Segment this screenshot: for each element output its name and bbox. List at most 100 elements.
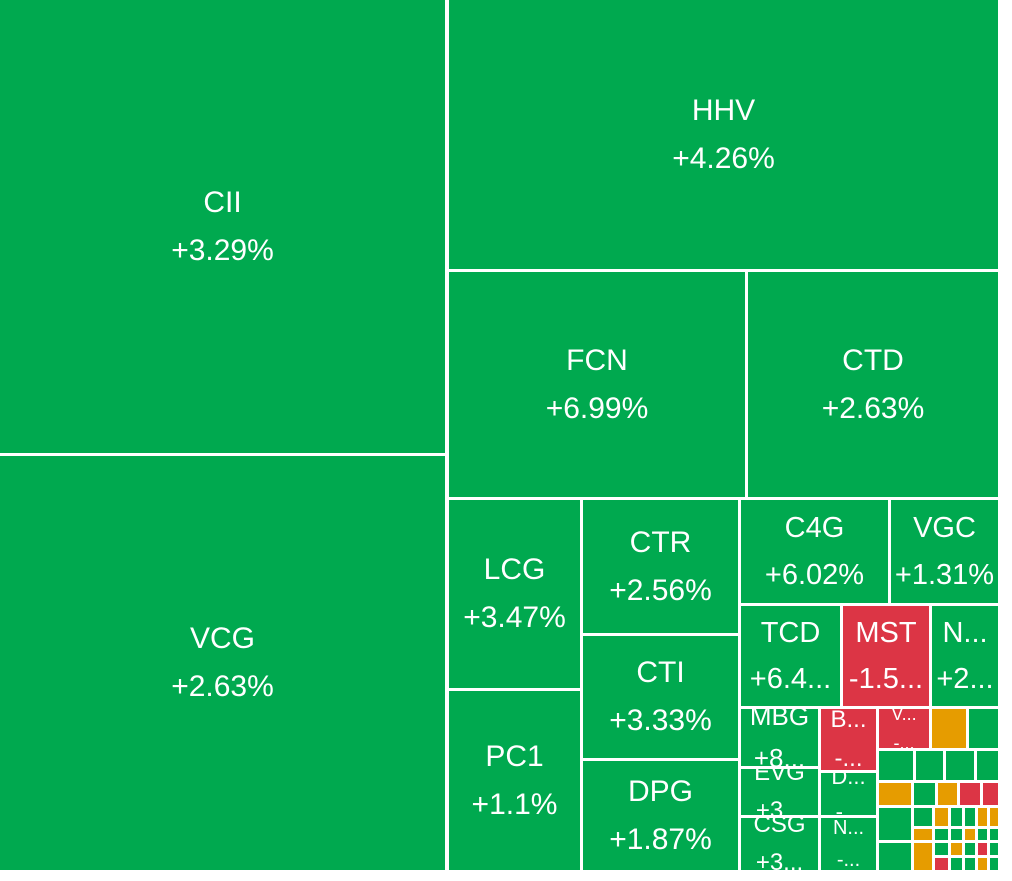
tile-name: MBG: [749, 709, 810, 731]
tile: CTI +3.33%: [583, 636, 738, 758]
tile-name: FCN: [566, 343, 628, 377]
tile-name: CTD: [842, 343, 904, 377]
small-tile: [879, 751, 913, 780]
small-tile: [938, 783, 957, 805]
tile-change: +6.02%: [764, 558, 865, 591]
small-tile: [932, 709, 966, 748]
small-tile: [990, 808, 998, 826]
tile-name: VGC: [913, 512, 976, 545]
small-tile: [977, 751, 998, 780]
small-tile: [965, 808, 975, 826]
tile: TCD +6.4...: [741, 606, 840, 706]
small-tile: [990, 843, 998, 855]
small-tile: [965, 858, 975, 870]
tile: CII +3.29%: [0, 0, 445, 453]
tile: CTR +2.56%: [583, 500, 738, 633]
tile: VGC +1.31%: [891, 500, 998, 603]
small-tile: [879, 843, 911, 870]
small-tile: [946, 751, 974, 780]
tile-change: -1.5...: [848, 663, 924, 695]
tile-name: PC1: [485, 739, 544, 773]
tile-change: +3...: [755, 797, 804, 815]
tile-change: +8...: [753, 742, 806, 767]
small-tile: [978, 858, 987, 870]
tile-change: +2.56%: [609, 573, 712, 607]
small-tile: [914, 829, 932, 840]
tile-name: B...: [830, 709, 867, 734]
small-tile: [951, 858, 962, 870]
tile: D... -...: [821, 773, 876, 815]
tile-name: CTI: [636, 656, 685, 689]
tile-change: +3.47%: [463, 601, 566, 634]
tile-name: LCG: [483, 553, 546, 586]
small-tile: [916, 751, 943, 780]
tile-change: +1.87%: [609, 822, 712, 856]
small-tile: [969, 709, 998, 748]
small-tile: [978, 829, 987, 840]
tile-change: +6.4...: [749, 663, 832, 695]
small-tile: [951, 843, 962, 855]
small-tile: [951, 829, 962, 840]
tile-change: +4.26%: [672, 141, 775, 175]
small-tile: [978, 843, 987, 855]
tile-name: C4G: [784, 512, 845, 545]
tile-name: V...: [891, 709, 917, 724]
tile: FCN +6.99%: [449, 272, 745, 497]
tile-name: MST: [855, 616, 917, 649]
tile: MBG +8...: [741, 709, 818, 766]
small-tile: [879, 808, 911, 840]
tile: MST -1.5...: [843, 606, 929, 706]
tile-change: +2.63%: [821, 391, 925, 425]
tile: C4G +6.02%: [741, 500, 888, 603]
small-tile: [935, 829, 948, 840]
tile-name: N...: [832, 818, 865, 839]
small-tile: [965, 843, 975, 855]
tile-change: -...: [836, 849, 861, 870]
small-tile: [935, 843, 948, 855]
small-tile: [914, 843, 932, 870]
tile: B... -...: [821, 709, 876, 770]
tile: EVG +3...: [741, 769, 818, 815]
tile: HHV +4.26%: [449, 0, 998, 269]
tile: VCG +2.63%: [0, 456, 445, 870]
tile-change: +3.33%: [609, 704, 712, 737]
small-tile: [990, 858, 998, 870]
tile-change: -...: [835, 799, 862, 815]
small-tile: [960, 783, 980, 805]
tile: CSG +3...: [741, 818, 818, 870]
tile-name: CTR: [629, 525, 692, 559]
tile-change: -...: [893, 732, 915, 749]
tile-change: +3...: [755, 849, 804, 870]
small-tile: [879, 783, 911, 805]
tile-change: +1.31%: [894, 558, 995, 591]
small-tile: [983, 783, 998, 805]
tile-change: +2...: [936, 663, 994, 695]
tile-change: +3.29%: [171, 233, 274, 267]
tile-name: DPG: [627, 774, 693, 808]
tile-change: +1.1%: [471, 787, 558, 821]
tile-name: TCD: [760, 616, 821, 649]
tile-name: CSG: [753, 818, 806, 838]
tile-name: HHV: [691, 93, 756, 127]
tile-change: +2.63%: [171, 670, 274, 703]
tile-name: N...: [942, 616, 988, 649]
tile: CTD +2.63%: [748, 272, 998, 497]
tile: V... -...: [879, 709, 929, 748]
tile: N... -...: [821, 818, 876, 870]
small-tile: [935, 858, 948, 870]
small-tile: [965, 829, 975, 840]
tile-name: EVG: [754, 769, 805, 786]
tile: DPG +1.87%: [583, 761, 738, 870]
tile: N... +2...: [932, 606, 998, 706]
tile-name: VCG: [189, 622, 255, 655]
tile-name: D...: [831, 773, 866, 789]
small-tile: [914, 808, 932, 826]
small-tile: [990, 829, 998, 840]
tile-name: CII: [203, 185, 242, 219]
small-tile: [935, 808, 948, 826]
tile: PC1 +1.1%: [449, 691, 580, 870]
small-tile: [914, 783, 935, 805]
small-tile: [951, 808, 962, 826]
small-tile: [978, 808, 987, 826]
